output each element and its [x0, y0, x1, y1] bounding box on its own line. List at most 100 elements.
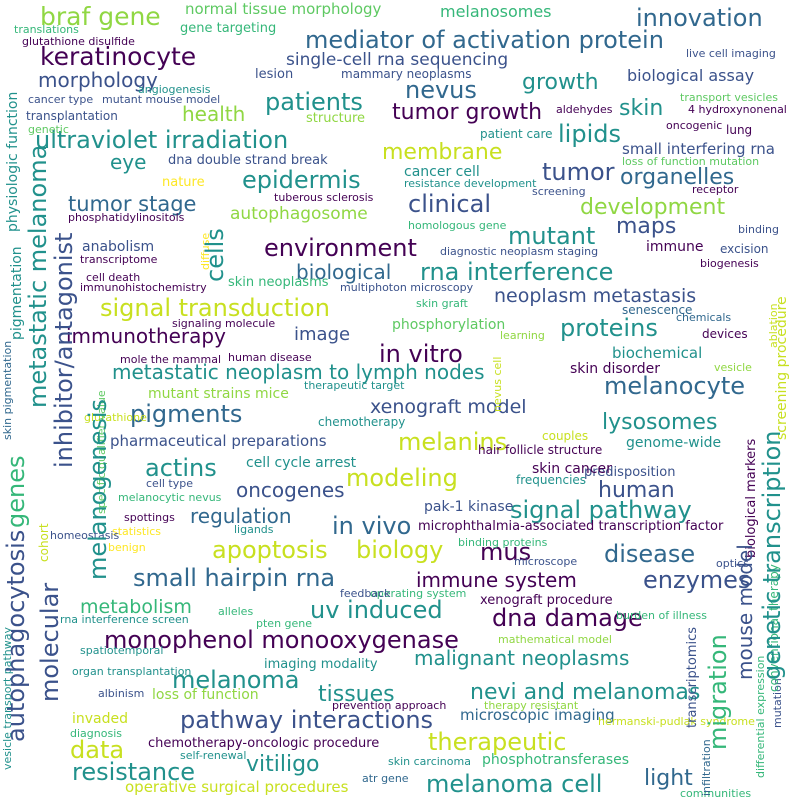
- word: disease: [604, 540, 696, 568]
- word: alleles: [218, 605, 254, 618]
- word: senescence: [622, 303, 693, 317]
- word: epidermis: [242, 166, 361, 194]
- word: resistance: [72, 758, 196, 786]
- word: statistics: [112, 525, 162, 538]
- word: biology: [356, 536, 444, 564]
- word: multiphoton microscopy: [340, 281, 474, 294]
- word: live cell imaging: [686, 47, 776, 60]
- word: aldehydes: [556, 103, 613, 116]
- word: homologous gene: [408, 219, 507, 232]
- word: cell death: [86, 271, 141, 284]
- word: skin disorder: [570, 361, 661, 377]
- word: mole the mammal: [120, 353, 221, 366]
- word: malignant neoplasms: [414, 646, 630, 670]
- word: pak-1 kinase: [424, 499, 514, 515]
- word: phosphotransferases: [482, 752, 630, 768]
- vertical-word: genes: [2, 455, 30, 528]
- word: melanocytic nevus: [118, 491, 222, 504]
- word: microphthalmia-associated transcription …: [418, 519, 724, 534]
- word: membrane: [382, 140, 503, 165]
- word: receptor: [692, 183, 739, 196]
- word: transcriptome: [80, 253, 158, 266]
- word: xenograft procedure: [480, 593, 613, 608]
- word: clinical: [408, 190, 491, 218]
- word: imaging modality: [264, 657, 378, 672]
- word: homeostasis: [50, 529, 120, 542]
- word: human disease: [228, 351, 312, 364]
- word: genetic: [28, 123, 69, 136]
- word: phosphorylation: [392, 317, 506, 333]
- word: actins: [145, 454, 217, 482]
- word: self-renewal: [180, 749, 247, 762]
- word: tumor growth: [392, 100, 543, 125]
- word: normal tissue morphology: [185, 0, 382, 18]
- word: biological assay: [627, 66, 755, 85]
- word: xenograft model: [370, 396, 527, 418]
- word: skin graft: [416, 297, 468, 310]
- word: mutant mouse model: [102, 93, 221, 106]
- word: oncogenes: [236, 478, 345, 502]
- word: anabolism: [82, 239, 155, 255]
- word: light: [644, 766, 693, 791]
- word: chemicals: [676, 311, 732, 324]
- word: predisposition: [584, 465, 676, 480]
- word: transcriptomics: [685, 626, 700, 728]
- word: devices: [702, 327, 748, 341]
- word: dna damage: [492, 604, 643, 632]
- vertical-word: genetic transcription: [758, 430, 786, 680]
- word: loss of function mutation: [622, 155, 760, 168]
- word: loss of function: [152, 687, 259, 703]
- word: vitiligo: [246, 752, 320, 777]
- word: binding proteins: [458, 536, 548, 549]
- vertical-word: cells: [201, 228, 229, 282]
- word: lung: [726, 123, 753, 137]
- word: atr gene: [362, 772, 409, 785]
- word: mutant: [508, 222, 596, 250]
- word: pathway interactions: [180, 706, 434, 734]
- word: oncogenic: [666, 119, 723, 132]
- word: operative surgical procedures: [125, 778, 349, 796]
- word: biochemical: [612, 344, 703, 362]
- word: in vitro: [379, 340, 463, 368]
- word: immunohistochemistry: [80, 281, 207, 294]
- word: human: [598, 478, 675, 503]
- word: pharmaceutical preparations: [110, 432, 327, 450]
- word: health: [182, 102, 246, 126]
- word: environment: [264, 234, 417, 262]
- word: cancer type: [28, 93, 94, 106]
- vertical-word: pigmentation: [9, 246, 25, 340]
- word: microscopic imaging: [460, 706, 615, 724]
- word: metabolism: [80, 596, 192, 618]
- word: biogenesis: [700, 257, 759, 270]
- word: frequencies: [516, 473, 587, 487]
- word: cell cycle arrest: [246, 455, 357, 471]
- word: microscope: [514, 555, 578, 568]
- word: tissues: [318, 682, 395, 707]
- word: mathematical model: [498, 633, 612, 646]
- word: resistance development: [404, 177, 537, 190]
- word: glutathione disulfide: [22, 35, 135, 48]
- word: translations: [14, 23, 79, 36]
- word: cell type: [146, 477, 193, 490]
- word: 4 hydroxynonenal: [688, 103, 787, 116]
- word: optics: [716, 557, 749, 570]
- vertical-word: molecular: [36, 582, 64, 702]
- word: mutant strains mice: [148, 386, 289, 402]
- word: melanoma cell: [426, 770, 603, 798]
- word: skin: [619, 96, 664, 121]
- word: spatiotemporal: [80, 644, 164, 657]
- word: rna interference: [420, 258, 614, 286]
- word: feedback: [340, 587, 391, 600]
- word: morphology: [38, 68, 158, 92]
- word: development: [580, 195, 726, 220]
- word: nevi and melanomas: [470, 680, 701, 705]
- word: benign: [108, 541, 146, 554]
- word: immunotherapy: [66, 324, 226, 348]
- word: hermanski-pudlak syndrome: [598, 715, 755, 728]
- word: dna double strand break: [168, 153, 328, 168]
- word: transplantation: [26, 109, 118, 123]
- vertical-word: metastatic melanoma: [24, 144, 52, 408]
- word: nevus cell: [491, 356, 504, 412]
- word: proteins: [560, 314, 658, 342]
- word: pigments: [130, 400, 243, 428]
